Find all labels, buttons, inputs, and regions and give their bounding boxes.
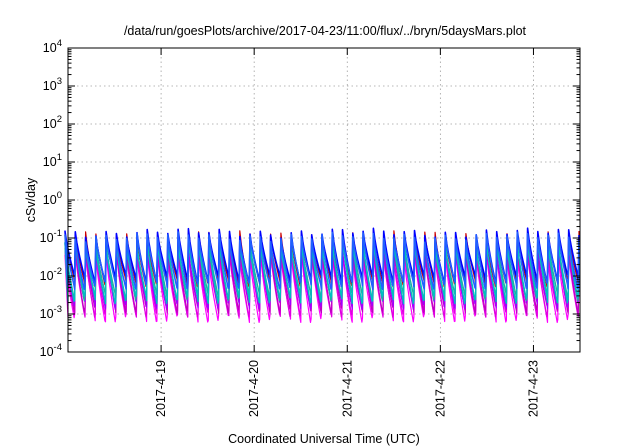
y-tick-label: 100 — [43, 190, 62, 207]
series-layer — [64, 227, 580, 323]
x-axis-label: Coordinated Universal Time (UTC) — [228, 432, 420, 446]
x-tick-label: 2017-4-23 — [526, 360, 540, 417]
y-tick-label: 103 — [43, 76, 62, 93]
x-tick-label: 2017-4-20 — [247, 360, 261, 417]
chart-title: /data/run/goesPlots/archive/2017-04-23/1… — [124, 24, 527, 38]
y-tick-label: 10-4 — [40, 342, 62, 359]
grid-layer — [68, 48, 580, 352]
y-tick-label: 10-2 — [40, 266, 62, 283]
x-tick-labels: 2017-4-19 2017-4-20 2017-4-21 2017-4-22 2017… — [154, 360, 540, 417]
tick-layer — [68, 47, 580, 353]
y-tick-label: 101 — [43, 152, 62, 169]
x-tick-label: 2017-4-21 — [340, 360, 354, 417]
series-line — [64, 231, 580, 290]
y-tick-labels: 10-4 10-3 10-2 10-1 100 101 102 103 104 — [40, 38, 62, 359]
x-tick-label: 2017-4-19 — [154, 360, 168, 417]
y-tick-label: 104 — [43, 38, 62, 55]
y-tick-label: 10-1 — [40, 228, 62, 245]
y-axis-label: cSv/day — [24, 177, 38, 222]
x-tick-label: 2017-4-22 — [433, 360, 447, 417]
y-tick-label: 10-3 — [40, 304, 62, 321]
y-tick-label: 102 — [43, 114, 62, 131]
